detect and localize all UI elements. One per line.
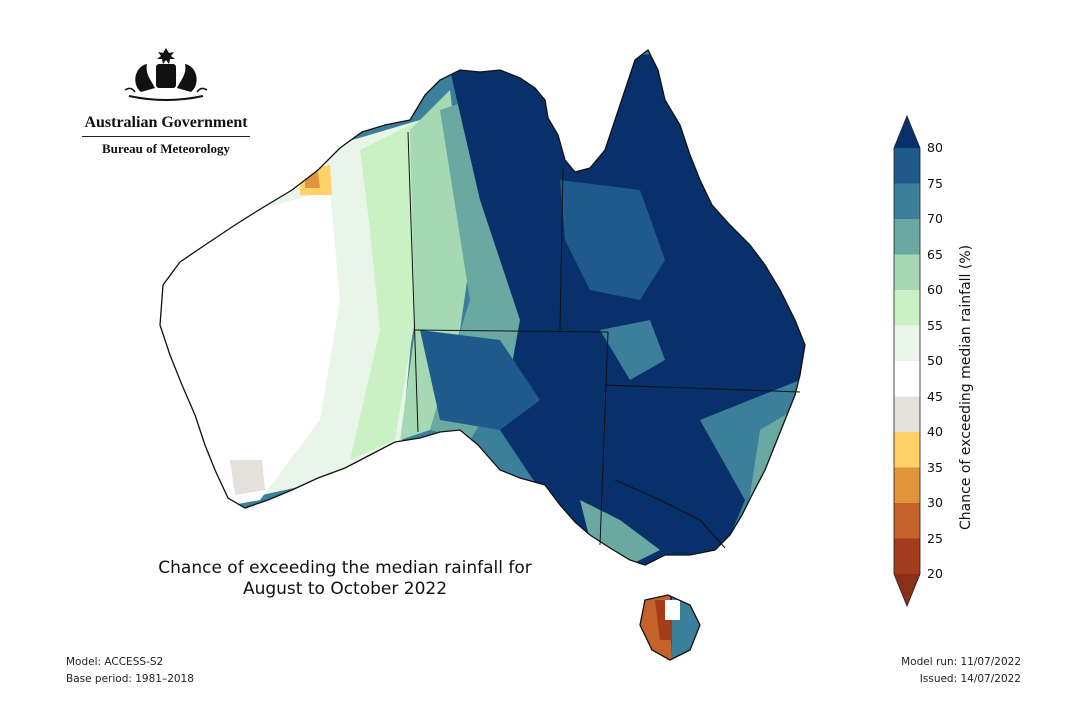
colorbar-max-extension — [894, 116, 920, 148]
map-title: Chance of exceeding the median rainfall … — [130, 558, 560, 600]
colorbar-segment — [894, 503, 920, 539]
coat-of-arms-icon — [124, 48, 208, 101]
colorbar-tick-label: 60 — [927, 282, 943, 297]
colorbar-tick-label: 45 — [927, 388, 943, 404]
colorbar-label: Chance of exceeding median rainfall (%) — [958, 244, 974, 530]
colorbar-tick-label: 65 — [927, 246, 943, 262]
colorbar-legend — [880, 108, 930, 612]
australia-rainfall-map — [159, 49, 806, 661]
colorbar-segment — [894, 396, 920, 432]
colorbar-tick-label: 30 — [927, 495, 943, 510]
colorbar-tick-label: 80 — [927, 140, 943, 155]
map-title-line1: Chance of exceeding the median rainfall … — [158, 558, 532, 578]
colorbar-segment — [894, 467, 920, 503]
colorbar-tick-label: 25 — [927, 530, 943, 546]
colorbar-segment — [894, 432, 920, 468]
colorbar-tick-label: 20 — [927, 566, 943, 581]
bom-logo: Australian Government Bureau of Meteorol… — [76, 44, 256, 157]
colorbar-segment — [894, 183, 920, 219]
logo-divider — [82, 136, 250, 137]
colorbar-tick-label: 55 — [927, 317, 943, 333]
colorbar-min-extension — [894, 574, 920, 606]
bureau-name: Bureau of Meteorology — [101, 141, 231, 156]
colorbar-tick-label: 40 — [927, 424, 943, 439]
colorbar-segment — [894, 219, 920, 255]
colorbar — [893, 114, 921, 608]
colorbar-segment — [894, 148, 920, 184]
colorbar-tick-label: 50 — [927, 353, 943, 368]
colorbar-segment — [894, 361, 920, 397]
colorbar-tick-label: 75 — [927, 175, 943, 191]
colorbar-segment — [894, 290, 920, 326]
colorbar-segment — [894, 325, 920, 361]
colorbar-segment — [894, 254, 920, 290]
colorbar-frame — [893, 114, 921, 608]
base-period-label: Base period: 1981–2018 — [66, 673, 194, 685]
model-run-label: Model run: 11/07/2022 — [901, 656, 1021, 668]
agency-name: Australian Government — [84, 114, 248, 131]
model-label: Model: ACCESS-S2 — [66, 656, 164, 668]
colorbar-segment — [894, 538, 920, 574]
colorbar-tick-label: 70 — [927, 211, 943, 226]
colorbar-tick-label: 35 — [927, 459, 943, 475]
map-title-line2: August to October 2022 — [242, 579, 448, 599]
issued-label: Issued: 14/07/2022 — [919, 673, 1021, 685]
